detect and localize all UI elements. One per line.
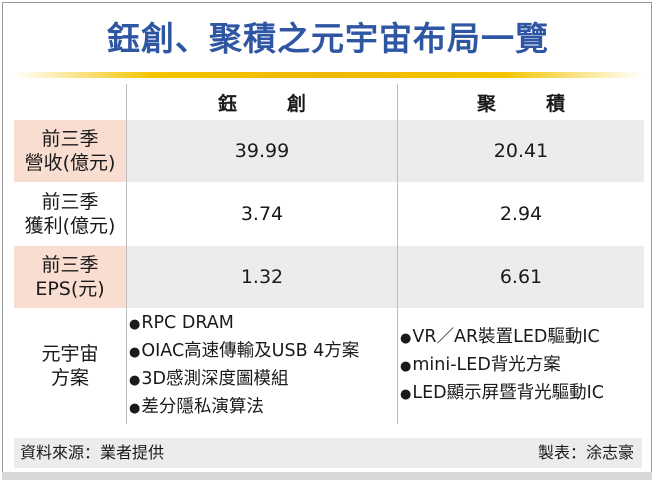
header-empty-cell <box>14 84 127 120</box>
column-header-macroblock: 聚積 <box>397 84 644 120</box>
list-item: LED顯示屏暨背光驅動IC <box>400 380 644 408</box>
row-label-line: 元宇宙 <box>41 343 99 365</box>
metaverse-list-macroblock: VR／AR裝置LED驅動IC mini-LED背光方案 LED顯示屏暨背光驅動I… <box>397 308 644 424</box>
table-footer: 資料來源：業者提供 製表：涂志豪 <box>14 438 642 468</box>
list-item: RPC DRAM <box>129 310 397 338</box>
cell-value: 39.99 <box>126 120 398 182</box>
column-header-etron: 鈺創 <box>126 84 398 120</box>
row-label-revenue: 前三季 營收(億元) <box>14 120 127 182</box>
row-label-line: EPS(元) <box>35 278 105 300</box>
row-label-line: 營收(億元) <box>24 152 116 174</box>
row-label-line: 獲利(億元) <box>24 215 116 237</box>
list-item: VR／AR裝置LED驅動IC <box>400 324 644 352</box>
row-label-line: 方案 <box>50 367 89 389</box>
row-label-line: 前三季 <box>41 191 99 213</box>
cell-value: 20.41 <box>397 120 644 182</box>
row-label-line: 前三季 <box>41 254 99 276</box>
source-note: 資料來源：業者提供 <box>20 443 165 462</box>
table-row: 前三季 營收(億元) 39.99 20.41 <box>14 120 644 182</box>
table-row: 前三季 獲利(億元) 3.74 2.94 <box>14 182 644 246</box>
list-item: OIAC高速傳輸及USB 4方案 <box>129 338 397 366</box>
row-label-line: 前三季 <box>41 128 99 150</box>
page-title: 鈺創、聚積之元宇宙布局一覽 <box>107 19 549 58</box>
title-underline <box>14 72 642 78</box>
row-label-profit: 前三季 獲利(億元) <box>14 182 127 246</box>
cell-value: 1.32 <box>126 246 398 308</box>
metaverse-list-etron: RPC DRAM OIAC高速傳輸及USB 4方案 3D感測深度圖模組 差分隱私… <box>126 308 398 424</box>
cell-value: 3.74 <box>126 182 398 246</box>
credit-note: 製表：涂志豪 <box>537 443 634 462</box>
table-header-row: 鈺創 聚積 <box>14 84 644 120</box>
list-item: 差分隱私演算法 <box>129 394 397 422</box>
bottom-strip <box>2 472 652 480</box>
table-row: 元宇宙 方案 RPC DRAM OIAC高速傳輸及USB 4方案 3D感測深度圖… <box>14 308 644 424</box>
list-item: mini-LED背光方案 <box>400 352 644 380</box>
cell-value: 2.94 <box>397 182 644 246</box>
row-label-metaverse: 元宇宙 方案 <box>14 308 127 424</box>
list-item: 3D感測深度圖模組 <box>129 366 397 394</box>
comparison-table: 鈺創 聚積 前三季 營收(億元) 39.99 20.41 前三季 獲利(億元) … <box>14 84 644 424</box>
table-row: 前三季 EPS(元) 1.32 6.61 <box>14 246 644 308</box>
cell-value: 6.61 <box>397 246 644 308</box>
row-label-eps: 前三季 EPS(元) <box>14 246 127 308</box>
